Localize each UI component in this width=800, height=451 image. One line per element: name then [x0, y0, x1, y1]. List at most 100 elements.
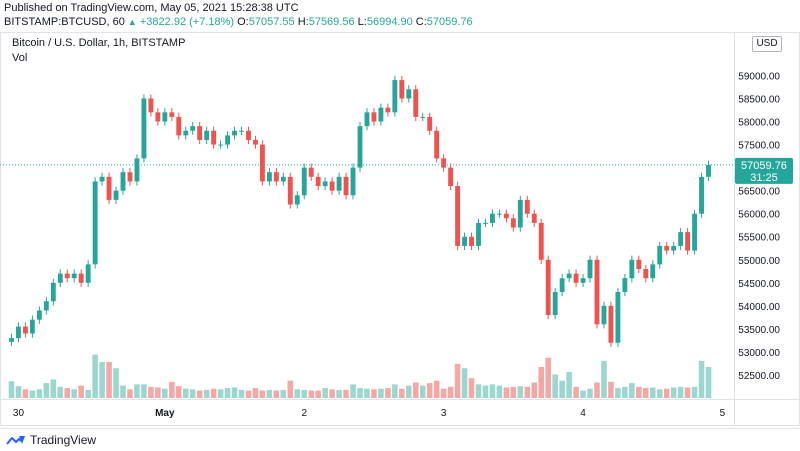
volume-bar — [245, 390, 252, 398]
price-tick-label: 53500.00 — [738, 325, 780, 336]
candle-body — [434, 130, 440, 159]
volume-bar — [642, 388, 649, 398]
volume-bar — [162, 388, 168, 398]
volume-bar — [406, 385, 412, 398]
volume-bar — [601, 360, 607, 398]
candle-body — [552, 292, 558, 316]
candle-body — [476, 222, 481, 246]
candle-body — [225, 135, 231, 145]
volume-bar — [517, 386, 524, 398]
close-value: 57059.76 — [426, 16, 473, 28]
candle-body — [629, 259, 635, 279]
candle-body — [329, 181, 335, 191]
volume-bar — [238, 389, 245, 398]
candle-body — [664, 245, 670, 251]
last-price-value: 57059.76 — [741, 160, 787, 172]
candle-body — [685, 232, 691, 251]
volume-bar — [29, 390, 36, 398]
volume-bar — [566, 371, 572, 398]
volume-bar — [308, 390, 314, 398]
volume-bar — [573, 386, 579, 398]
high-label: H: — [297, 16, 309, 28]
candle-body — [301, 167, 307, 196]
candle-body — [378, 107, 384, 122]
candle-layer — [9, 75, 711, 347]
currency-button[interactable]: USD — [752, 36, 782, 52]
volume-bar — [217, 389, 224, 398]
price-tick-label: 54000.00 — [738, 302, 780, 313]
candle-body — [22, 326, 28, 334]
candle-body — [462, 236, 467, 246]
candle-body — [587, 259, 593, 279]
last-price-badge — [735, 157, 793, 184]
candle-body — [273, 172, 279, 182]
volume-bar — [670, 387, 677, 398]
price-tick-label: 52500.00 — [738, 371, 780, 382]
price-tick-label: 55500.00 — [738, 233, 780, 244]
price-tick-label: 57500.00 — [738, 141, 780, 152]
time-tick-label: 4 — [580, 408, 586, 419]
candle-body — [71, 273, 77, 279]
volume-bar — [357, 388, 363, 398]
candle-body — [650, 264, 656, 279]
candle-body — [162, 112, 168, 122]
volume-bar — [189, 389, 196, 398]
candle-body — [266, 172, 272, 182]
time-tick-label: 2 — [301, 408, 307, 419]
volume-bar — [273, 390, 280, 398]
candle-body — [406, 89, 412, 99]
volume-bar — [594, 382, 600, 398]
time-tick-label: 5 — [720, 408, 726, 419]
volume-bar — [552, 374, 558, 398]
candle-body — [622, 278, 628, 293]
time-axis: 30 May 2 3 4 5 — [13, 408, 726, 419]
candle-body — [148, 98, 154, 113]
volume-bar — [113, 368, 119, 398]
candle-body — [9, 338, 14, 342]
candle-body — [64, 273, 70, 279]
candle-body — [106, 176, 112, 200]
volume-bar — [78, 385, 84, 398]
price-tick-label: 58000.00 — [738, 118, 780, 129]
volume-bar — [182, 388, 189, 398]
price-tick-label: 59000.00 — [738, 71, 780, 82]
volume-bar — [559, 380, 565, 398]
chart-area[interactable]: 52500.00 53000.00 53500.00 54000.00 54500.00… — [0, 32, 800, 426]
volume-bar — [169, 381, 175, 398]
volume-bar — [489, 384, 496, 398]
volume-bar — [134, 384, 140, 398]
candle-body — [113, 190, 119, 200]
low-value: 56994.90 — [366, 16, 413, 28]
candle-body — [357, 126, 363, 168]
volume-bar — [127, 389, 133, 398]
volume-bar — [148, 386, 154, 398]
candle-body — [343, 176, 349, 196]
candle-body — [441, 158, 447, 168]
time-tick-label: May — [155, 408, 175, 419]
candle-body — [489, 213, 495, 223]
candle-body — [253, 139, 258, 145]
candle-body — [671, 245, 677, 251]
open-label: O: — [237, 16, 249, 28]
footer-bar: TradingView — [0, 428, 800, 451]
price-chart[interactable]: 52500.00 53000.00 53500.00 54000.00 54500.00… — [0, 32, 800, 426]
volume-bar — [503, 387, 510, 398]
volume-bar — [92, 354, 98, 398]
candle-body — [134, 158, 140, 182]
volume-bar — [322, 388, 328, 398]
candle-body — [413, 89, 419, 117]
candle-body — [524, 199, 530, 214]
candle-body — [308, 167, 314, 177]
volume-bar — [510, 386, 517, 398]
volume-bar — [71, 389, 78, 398]
candle-body — [371, 112, 377, 122]
volume-bar — [412, 382, 419, 398]
volume-bar — [649, 387, 656, 398]
volume-bar — [36, 389, 43, 398]
volume-bar — [8, 381, 15, 398]
brand-name[interactable]: TradingView — [30, 433, 97, 447]
ticker-line: BITSTAMP:BTCUSD, 60 ▲ +3822.92 (+7.18%) … — [4, 16, 473, 30]
volume-bar — [336, 389, 342, 398]
candle-body — [420, 116, 426, 118]
candle-body — [99, 176, 105, 182]
